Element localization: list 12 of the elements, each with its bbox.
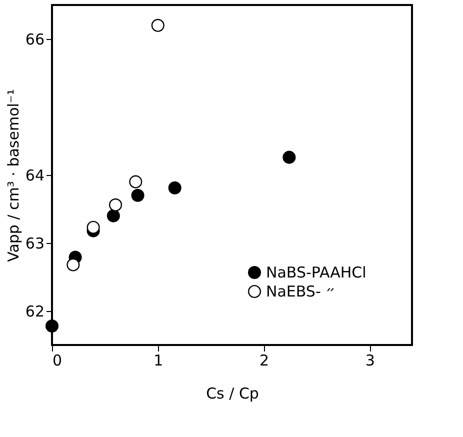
x-tick-label: 3 bbox=[365, 352, 375, 370]
y-tick-label: 63 bbox=[25, 234, 44, 252]
legend-label: NaBS-PAAHCl bbox=[266, 264, 366, 282]
y-tick-label: 62 bbox=[25, 302, 44, 320]
x-tick-label: 2 bbox=[259, 352, 270, 370]
y-tick-label: 66 bbox=[25, 30, 44, 48]
x-tick-label: 0 bbox=[52, 352, 62, 370]
y-tick-label: 64 bbox=[25, 166, 44, 184]
x-axis-title: Cs / Cp bbox=[206, 384, 259, 402]
legend-label: NaEBS- ״ bbox=[266, 282, 336, 300]
y-axis-title: Vapp / cm³ · basemol⁻¹ bbox=[4, 89, 22, 262]
x-tick-label: 1 bbox=[154, 352, 164, 370]
